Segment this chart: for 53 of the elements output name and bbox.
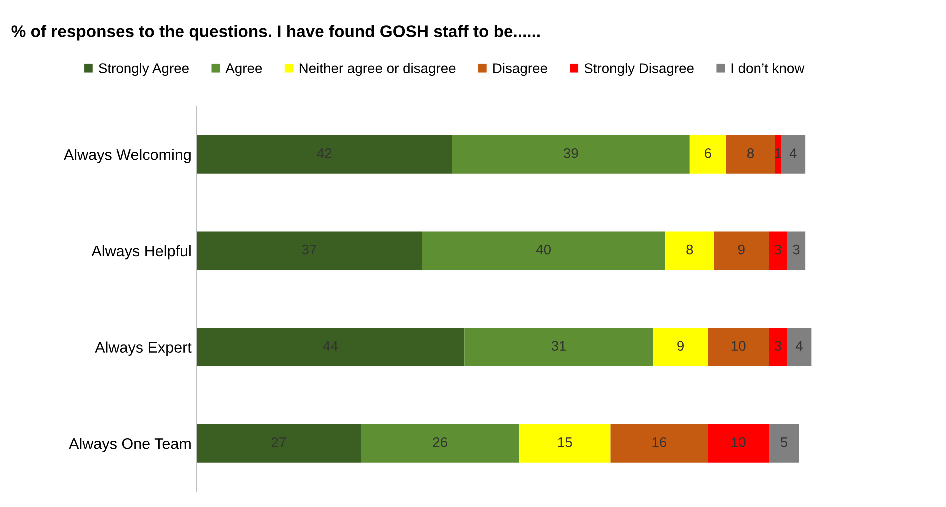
bar bbox=[196, 424, 362, 463]
data-label: 10 bbox=[732, 341, 746, 352]
data-label: 16 bbox=[652, 438, 667, 448]
data-label: 3 bbox=[793, 244, 800, 255]
data-label: 5 bbox=[780, 438, 788, 448]
y-tick-label: Always One Team bbox=[69, 438, 191, 452]
bar bbox=[196, 135, 452, 174]
data-label: 4 bbox=[796, 341, 803, 351]
bar bbox=[781, 135, 806, 174]
bar bbox=[769, 232, 788, 270]
bar bbox=[690, 135, 726, 174]
bar bbox=[464, 328, 654, 367]
data-label: 26 bbox=[433, 438, 448, 448]
legend-label: Strongly Agree bbox=[99, 63, 189, 76]
bar bbox=[361, 424, 520, 463]
bar bbox=[196, 328, 465, 367]
bar bbox=[452, 135, 690, 174]
y-tick-label: Always Expert bbox=[95, 342, 192, 356]
bar bbox=[422, 232, 666, 270]
bar bbox=[653, 328, 708, 367]
bar bbox=[726, 135, 776, 174]
legend-label: Agree bbox=[226, 64, 262, 76]
legend-label: Strongly Disagree bbox=[584, 63, 694, 76]
legend-label: Disagree bbox=[494, 63, 548, 76]
y-tick-label: Always Helpful bbox=[92, 245, 191, 260]
bar bbox=[666, 232, 714, 270]
data-label: 6 bbox=[705, 148, 712, 158]
y-tick-label: Always Welcoming bbox=[64, 149, 191, 164]
bar bbox=[708, 328, 770, 367]
bar bbox=[714, 232, 770, 270]
data-label: 8 bbox=[748, 148, 754, 158]
data-label: 39 bbox=[564, 148, 578, 158]
data-label: 40 bbox=[536, 244, 551, 255]
bar bbox=[769, 328, 788, 367]
data-label: 9 bbox=[738, 244, 745, 255]
data-label: 15 bbox=[558, 438, 572, 448]
data-label: 9 bbox=[678, 341, 684, 352]
legend-label: I don’t know bbox=[732, 63, 805, 74]
data-label: 3 bbox=[774, 244, 782, 255]
bar bbox=[769, 424, 800, 463]
chart-title: % of responses to the questions. I have found GOSH staff to be...... bbox=[12, 25, 540, 41]
data-label: 3 bbox=[774, 341, 782, 352]
data-label: 8 bbox=[686, 244, 694, 255]
data-label: 4 bbox=[790, 148, 797, 158]
data-label: 10 bbox=[732, 438, 746, 448]
bar bbox=[196, 232, 422, 270]
bar bbox=[519, 424, 611, 463]
bar bbox=[787, 328, 812, 367]
bar bbox=[708, 424, 770, 463]
data-label: 31 bbox=[552, 341, 566, 352]
bar bbox=[787, 232, 806, 270]
bar bbox=[610, 424, 708, 463]
legend-label: Neither agree or disagree bbox=[300, 63, 456, 76]
